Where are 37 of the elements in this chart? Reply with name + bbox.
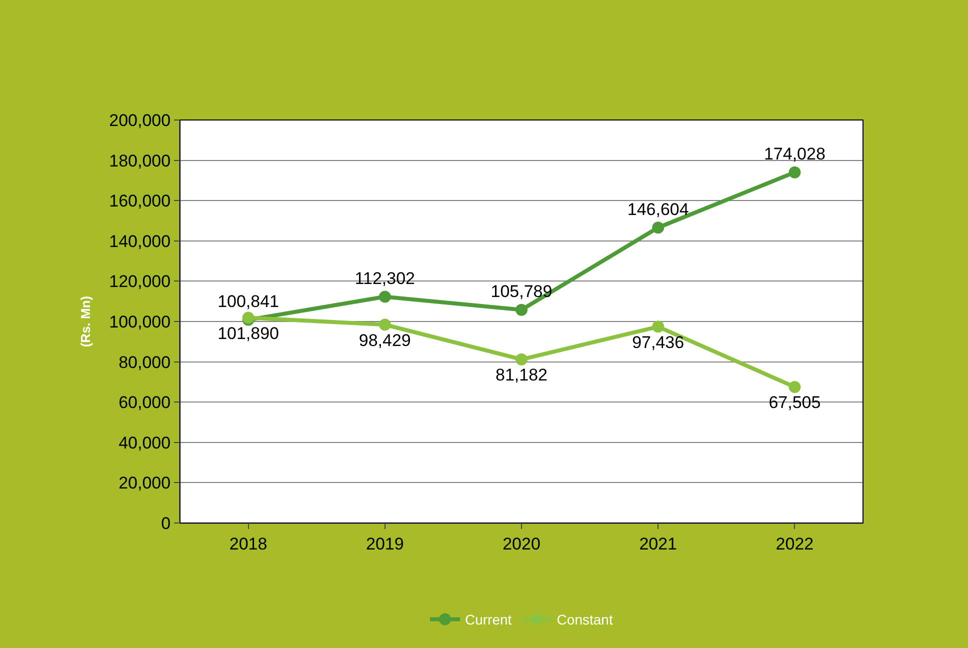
point — [788, 166, 801, 178]
y-tick-label: 160,000 — [109, 192, 171, 211]
y-tick-label: 40,000 — [118, 433, 171, 452]
x-tick-label: 2022 — [776, 534, 814, 554]
legend-label: Constant — [556, 612, 613, 628]
y-tick-label: 180,000 — [109, 151, 171, 170]
y-tick-label: 100,000 — [109, 312, 171, 332]
data-label: 67,505 — [768, 393, 821, 412]
y-tick-label: 60,000 — [118, 393, 171, 412]
point — [788, 380, 801, 393]
data-label: 105,789 — [490, 282, 552, 302]
data-label: 98,429 — [358, 330, 411, 350]
data-label: 97,436 — [632, 332, 684, 352]
y-tick-label: 20,000 — [118, 474, 171, 493]
x-tick-label: 2018 — [229, 534, 268, 554]
point — [378, 318, 391, 331]
data-label: 100,841 — [218, 292, 280, 312]
point — [378, 290, 391, 303]
x-tick-label: 2019 — [366, 534, 404, 554]
y-tick-label: 120,000 — [109, 272, 171, 292]
data-label: 174,028 — [764, 144, 826, 164]
data-label: 112,302 — [354, 268, 415, 288]
data-label: 146,604 — [627, 200, 689, 219]
point — [652, 222, 664, 234]
data-label: 101,890 — [218, 324, 280, 343]
y-tick-label: 200,000 — [109, 110, 171, 130]
y-tick-label: 0 — [161, 514, 171, 533]
y-axis-title: (Rs. Mn) — [78, 296, 94, 348]
y-tick-label: 140,000 — [109, 232, 171, 251]
point — [516, 304, 528, 316]
point — [516, 353, 528, 366]
y-tick-label: 80,000 — [118, 352, 171, 372]
x-tick-label: 2021 — [639, 534, 678, 554]
legend-label: Current — [465, 612, 512, 628]
data-label: 81,182 — [496, 366, 548, 385]
point — [652, 320, 664, 333]
x-tick-label: 2020 — [502, 534, 540, 554]
